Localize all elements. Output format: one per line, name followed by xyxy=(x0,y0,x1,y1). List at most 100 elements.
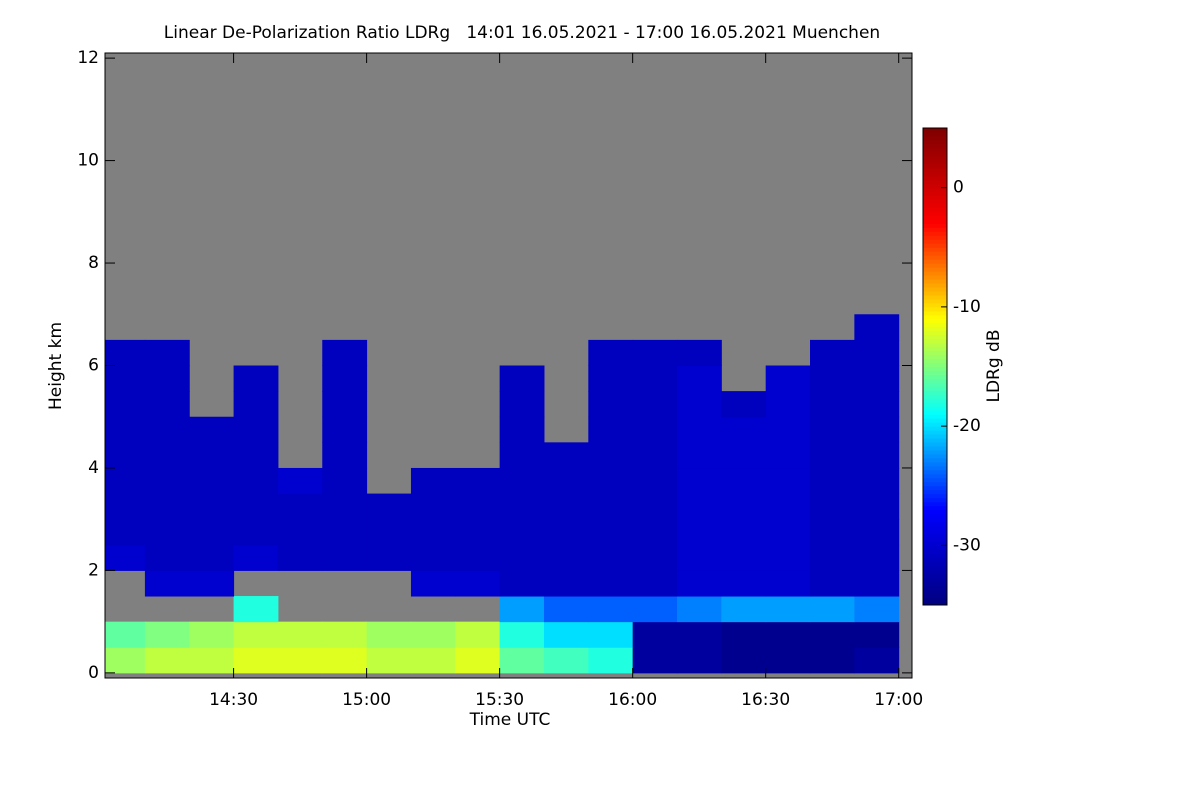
colorbar-step xyxy=(923,243,947,248)
heatmap-cell xyxy=(632,596,678,623)
heatmap-cell xyxy=(765,442,811,469)
colorbar-step xyxy=(923,275,947,280)
heatmap-cell xyxy=(105,647,146,674)
heatmap-cell xyxy=(105,621,146,648)
colorbar-step xyxy=(923,199,947,205)
heatmap-cell xyxy=(854,365,900,392)
heatmap-cell xyxy=(233,493,279,520)
heatmap-cell xyxy=(810,416,855,443)
heatmap-cell xyxy=(144,442,190,469)
colorbar-step xyxy=(923,159,947,165)
heatmap-cell xyxy=(721,467,767,495)
heatmap-cell xyxy=(854,621,900,648)
heatmap-cell xyxy=(854,544,900,571)
heatmap-cell xyxy=(721,570,767,597)
colorbar-step xyxy=(923,231,947,236)
colorbar-step xyxy=(923,326,947,332)
heatmap-cell xyxy=(543,467,589,495)
colorbar-step xyxy=(923,493,947,499)
colorbar-step xyxy=(923,294,947,300)
colorbar-step xyxy=(923,191,947,197)
heatmap-cell xyxy=(366,647,412,674)
colorbar-step xyxy=(923,128,947,133)
heatmap-cell xyxy=(144,416,190,443)
colorbar-step xyxy=(923,525,947,530)
heatmap-cell xyxy=(455,493,501,520)
colorbar-step xyxy=(923,346,947,352)
colorbar-step xyxy=(923,239,947,244)
colorbar-step xyxy=(923,406,947,411)
colorbar-step xyxy=(923,410,947,415)
heatmap-cell xyxy=(499,570,545,597)
heatmap-cell xyxy=(721,596,767,623)
colorbar-step xyxy=(923,533,947,538)
heatmap-cell xyxy=(144,493,190,520)
heatmap-cell xyxy=(632,544,678,571)
heatmap-cell xyxy=(588,621,634,648)
heatmap-cell xyxy=(233,596,279,623)
heatmap-cell xyxy=(322,544,368,571)
heatmap-cell xyxy=(189,570,235,597)
chart-title: Linear De-Polarization Ratio LDRg 14:01 … xyxy=(164,23,880,43)
colorbar-step xyxy=(923,521,947,526)
heatmap-cell xyxy=(676,339,722,366)
colorbar-step xyxy=(923,422,947,427)
colorbar-step xyxy=(923,267,947,272)
y-tick-label: 8 xyxy=(88,253,99,273)
heatmap-cell xyxy=(410,467,456,495)
heatmap-cell xyxy=(676,467,722,495)
heatmap-cell xyxy=(233,544,279,571)
heatmap-cell xyxy=(721,519,767,546)
heatmap-cell xyxy=(854,391,900,418)
colorbar-step xyxy=(923,306,947,312)
x-tick-label: 15:00 xyxy=(342,690,391,710)
heatmap-cell xyxy=(721,391,767,418)
colorbar-step xyxy=(923,131,947,137)
colorbar-step xyxy=(923,358,947,364)
heatmap-cell xyxy=(144,391,190,418)
colorbar-step xyxy=(923,211,947,216)
heatmap-cell xyxy=(322,493,368,520)
colorbar-step xyxy=(923,561,947,566)
y-tick-label: 4 xyxy=(88,458,99,478)
colorbar-step xyxy=(923,541,947,546)
colorbar-step xyxy=(923,517,947,523)
heatmap-cell xyxy=(676,442,722,469)
heatmap-cell xyxy=(854,339,900,366)
heatmap-cell xyxy=(588,467,634,495)
colorbar-step xyxy=(923,139,947,145)
colorbar-step xyxy=(923,465,947,471)
heatmap-cell xyxy=(233,519,279,546)
colorbar-step xyxy=(923,601,947,606)
heatmap-cell xyxy=(676,391,722,418)
heatmap-cell xyxy=(543,570,589,597)
heatmap-cell xyxy=(810,621,855,648)
colorbar-step xyxy=(923,147,947,153)
heatmap-cell xyxy=(322,339,368,366)
colorbar-step xyxy=(923,585,947,590)
colorbar-step xyxy=(923,453,947,459)
heatmap-cell xyxy=(499,647,545,674)
x-tick-label: 16:30 xyxy=(741,690,790,710)
heatmap-cell xyxy=(499,519,545,546)
colorbar xyxy=(923,128,947,606)
heatmap-cell xyxy=(765,467,811,495)
heatmap-cell xyxy=(810,467,855,495)
heatmap-cell xyxy=(105,544,146,571)
heatmap-cell xyxy=(455,570,501,597)
heatmap-cell xyxy=(676,519,722,546)
heatmap-cell xyxy=(588,339,634,366)
heatmap-cell xyxy=(632,493,678,520)
colorbar-step xyxy=(923,247,947,252)
colorbar-step xyxy=(923,338,947,344)
colorbar-step xyxy=(923,298,947,304)
heatmap-cell xyxy=(144,570,190,597)
heatmap-cell xyxy=(676,544,722,571)
heatmap-cell xyxy=(632,391,678,418)
heatmap-cell xyxy=(410,621,456,648)
heatmap-cell xyxy=(499,493,545,520)
heatmap-cell xyxy=(543,621,589,648)
heatmap-cell xyxy=(366,544,412,571)
heatmap-cell xyxy=(588,519,634,546)
